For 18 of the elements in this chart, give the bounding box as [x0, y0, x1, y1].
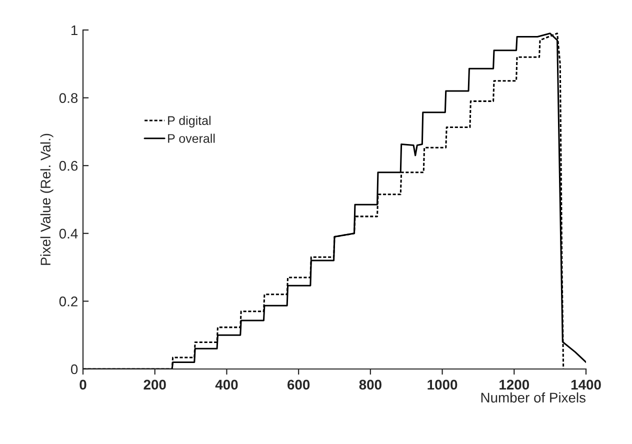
x-axis-title: Number of Pixels: [481, 392, 586, 403]
legend-label: P overall: [168, 134, 215, 143]
legend-label: P digital: [168, 116, 210, 128]
x-tick-label: 600: [287, 380, 310, 390]
x-tick-label: 200: [144, 380, 166, 390]
x-tick-label: 800: [359, 380, 382, 390]
x-tick-label: 0: [80, 380, 86, 390]
y-tick-label: 0.6: [59, 160, 78, 171]
y-axis-title: Pixel Value (Rel. Val.): [40, 134, 54, 265]
y-tick-label: 1: [71, 25, 78, 36]
y-tick-label: 0.2: [59, 296, 78, 306]
x-tick-label: 1400: [571, 380, 601, 390]
x-tick-label: 1000: [428, 380, 458, 390]
y-tick-label: 0: [70, 364, 78, 374]
y-tick-label: 0.4: [59, 228, 78, 239]
x-tick-label: 1200: [500, 380, 530, 390]
x-tick-label: 400: [215, 380, 238, 390]
y-tick-label: 0.8: [59, 93, 78, 103]
